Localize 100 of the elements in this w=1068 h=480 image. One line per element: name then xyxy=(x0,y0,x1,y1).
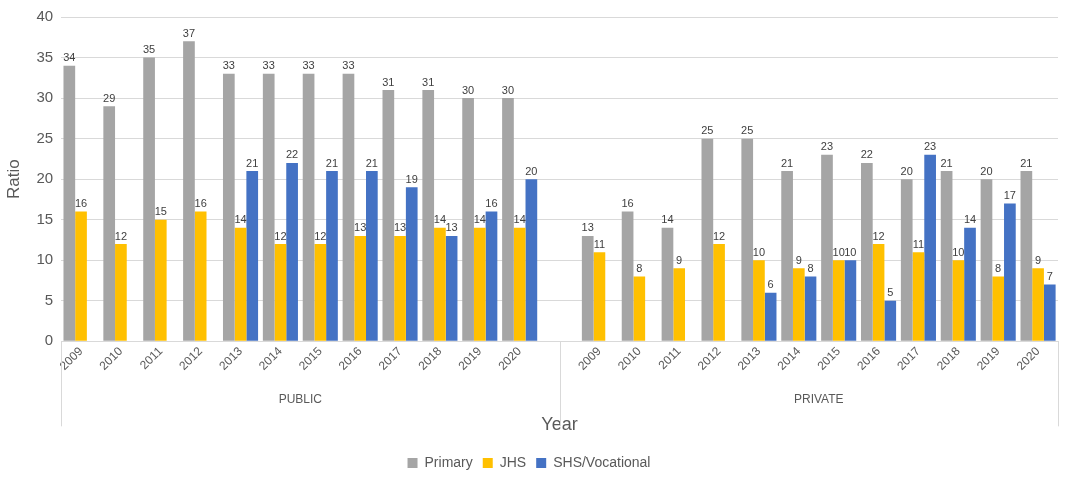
bar xyxy=(952,260,965,341)
bar xyxy=(366,171,378,341)
data-label: 10 xyxy=(832,245,845,258)
bar xyxy=(143,57,155,341)
data-label: 8 xyxy=(636,262,643,274)
bar xyxy=(964,227,976,341)
bar xyxy=(434,227,446,341)
data-label: 22 xyxy=(860,148,873,161)
bar xyxy=(63,65,76,341)
data-label: 13 xyxy=(354,221,367,234)
bar xyxy=(832,260,845,341)
data-label: 12 xyxy=(872,229,885,242)
data-label: 10 xyxy=(752,245,766,258)
data-label: 21 xyxy=(1020,156,1033,169)
data-label: 20 xyxy=(980,164,993,177)
y-tick-label: 20 xyxy=(36,169,54,187)
text: PUBLIC xyxy=(278,391,323,406)
bar xyxy=(1032,268,1044,341)
bar xyxy=(354,235,367,341)
data-label: 21 xyxy=(325,156,339,169)
bar xyxy=(872,244,885,341)
bar xyxy=(274,244,287,341)
bar xyxy=(912,252,925,341)
bar xyxy=(593,252,606,341)
data-label: 8 xyxy=(807,262,814,274)
data-label: 19 xyxy=(405,172,418,185)
data-label: 8 xyxy=(995,262,1002,274)
bar xyxy=(884,300,897,341)
y-tick-label: 15 xyxy=(36,209,54,227)
y-tick-label: 25 xyxy=(36,128,54,146)
bar xyxy=(525,179,538,341)
data-label: 34 xyxy=(63,51,76,64)
bar xyxy=(473,227,486,341)
bar xyxy=(222,73,235,341)
data-label: 13 xyxy=(581,221,594,234)
data-label: 12 xyxy=(314,229,327,242)
data-label: 9 xyxy=(676,253,683,266)
bar xyxy=(764,292,777,341)
data-label: 17 xyxy=(1003,189,1017,202)
bar xyxy=(485,211,498,341)
data-label: 21 xyxy=(246,156,259,169)
data-label: 29 xyxy=(103,91,116,104)
data-label: 11 xyxy=(912,237,925,250)
data-label: 23 xyxy=(820,140,834,153)
bar xyxy=(633,276,646,341)
bar xyxy=(286,162,298,341)
data-label: 37 xyxy=(182,26,196,39)
bar xyxy=(1020,171,1033,341)
data-label: 21 xyxy=(780,156,794,169)
bar xyxy=(581,235,594,341)
bar xyxy=(701,138,714,341)
legend-label: Primary xyxy=(424,453,473,470)
bar xyxy=(394,235,406,341)
data-label: 16 xyxy=(621,197,634,210)
bar xyxy=(246,171,259,341)
data-label: 21 xyxy=(940,156,953,169)
legend-label: JHS xyxy=(499,453,527,470)
bar xyxy=(844,260,857,341)
bar xyxy=(513,227,526,341)
bar xyxy=(900,179,913,341)
bar xyxy=(861,162,873,341)
bar xyxy=(621,211,634,341)
bar xyxy=(992,276,1005,341)
bar xyxy=(75,211,87,341)
data-label: 9 xyxy=(1035,253,1042,266)
data-label: 14 xyxy=(513,213,526,226)
bar xyxy=(103,106,116,341)
data-label: 22 xyxy=(285,148,299,161)
legend-label: SHS/Vocational xyxy=(553,453,651,470)
data-label: 9 xyxy=(795,253,802,266)
y-tick-label: 10 xyxy=(36,250,54,268)
data-label: 30 xyxy=(501,83,515,96)
data-label: 31 xyxy=(382,75,395,88)
data-label: 14 xyxy=(661,213,674,226)
bar xyxy=(405,187,418,341)
y-tick-label: 30 xyxy=(36,88,54,106)
data-label: 7 xyxy=(1046,270,1053,283)
y-tick-label: 5 xyxy=(44,290,54,308)
y-tick-label: 0 xyxy=(44,331,54,349)
data-label: 13 xyxy=(393,221,407,234)
bar xyxy=(262,73,275,341)
bar xyxy=(302,73,315,341)
data-label: 12 xyxy=(274,229,287,242)
bar xyxy=(673,268,686,341)
data-label: 13 xyxy=(445,221,458,234)
data-label: 14 xyxy=(473,213,486,226)
data-label: 14 xyxy=(963,213,977,226)
data-label: 21 xyxy=(365,156,378,169)
data-label: 12 xyxy=(712,229,726,242)
bar xyxy=(713,244,725,341)
bar xyxy=(821,154,833,341)
bar xyxy=(342,73,355,341)
data-label: 12 xyxy=(114,229,128,242)
bar xyxy=(980,179,993,341)
data-label: 10 xyxy=(952,245,965,258)
bar xyxy=(753,260,765,341)
x-axis-title: Year xyxy=(541,414,578,435)
data-label: 16 xyxy=(74,197,88,210)
bar xyxy=(115,244,127,341)
data-label: 30 xyxy=(461,83,475,96)
